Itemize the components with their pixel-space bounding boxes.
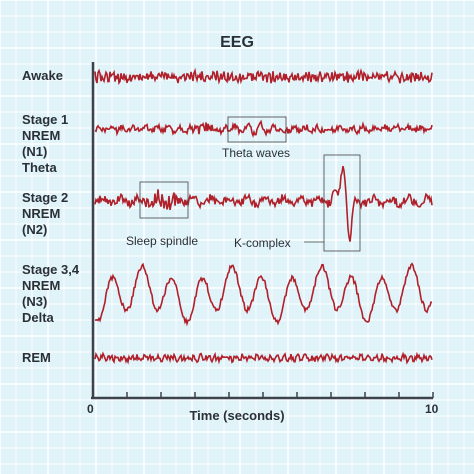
x-axis-title: Time (seconds) [189,408,285,423]
trace-n1 [94,119,433,138]
stage-label-n1: Stage 1 NREM (N1) Theta [22,112,69,175]
sleep-spindle-label: Sleep spindle [126,234,199,248]
trace-n3 [94,262,433,327]
diagram-title: EEG [220,34,254,51]
k-complex-box [323,154,361,252]
stage-label-n3: Stage 3,4 NREM (N3) Delta [22,262,80,325]
stage-label-n2: Stage 2 NREM (N2) [22,190,69,237]
trace-awake [94,67,433,86]
stage-label-rem: REM [22,350,51,365]
k-complex-label: K-complex [234,236,291,250]
x-axis-min-label: 0 [87,402,94,416]
theta-waves-label: Theta waves [222,146,291,160]
stage-label-awake: Awake [22,68,63,83]
trace-rem [94,351,433,365]
theta-waves-box [227,116,287,143]
trace-n2 [94,165,433,242]
sleep-spindle-box [139,181,189,219]
x-axis-ticks [92,392,434,398]
x-axis-max-label: 10 [425,402,439,416]
